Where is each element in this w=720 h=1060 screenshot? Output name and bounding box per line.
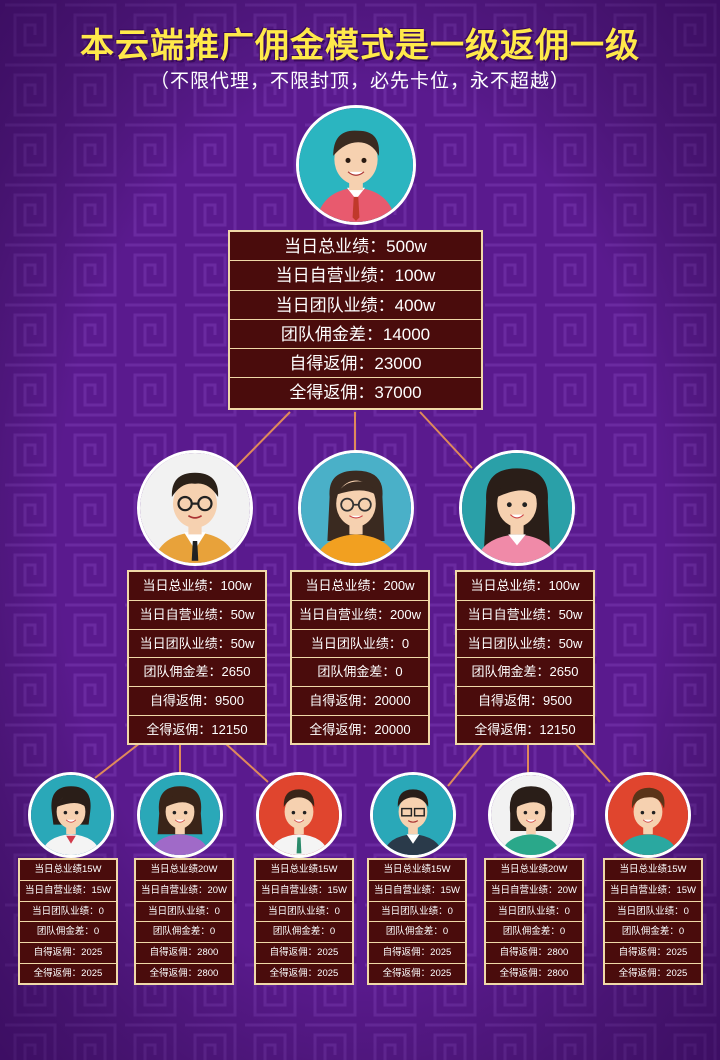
b4-team-commission-diff: 团队佣金差：0 (369, 922, 465, 944)
b4-self-performance: 当日自营业绩：15W (369, 881, 465, 902)
top-team-performance: 当日团队业绩：400w (230, 291, 481, 320)
woman-green-avatar (488, 772, 574, 858)
page-title: 本云端推广佣金模式是一级返佣一级 (80, 27, 640, 65)
connector-top-right (419, 411, 473, 469)
middle-stats-box-2: 当日总业绩：200w 当日自营业绩：200w 当日团队业绩：0 团队佣金差：0 … (290, 570, 430, 745)
b4-total-rebate: 全得返佣：2025 (382, 967, 452, 979)
middle-stats-box-3: 当日总业绩：100w 当日自营业绩：50w 当日团队业绩：50w 团队佣金差：2… (455, 570, 595, 745)
b6-self-rebate: 自得返佣：2025 (605, 943, 701, 964)
b6-total-performance: 当日总业绩15W (605, 860, 701, 881)
b6-total-rebate: 全得返佣：2025 (618, 967, 688, 979)
m1-self-performance: 当日自营业绩：50w (129, 601, 265, 630)
man-with-glasses-avatar (137, 450, 253, 566)
b5-self-rebate: 自得返佣：2800 (486, 943, 582, 964)
bottom-stats-box-2: 当日总业绩20W 当日自营业绩：20W 当日团队业绩：0 团队佣金差：0 自得返… (134, 858, 234, 985)
b1-self-performance: 当日自营业绩：15W (20, 881, 116, 902)
middle-stats-box-1: 当日总业绩：100w 当日自营业绩：50w 当日团队业绩：50w 团队佣金差：2… (127, 570, 267, 745)
b6-team-performance: 当日团队业绩：0 (605, 902, 701, 923)
b2-total-performance: 当日总业绩20W (136, 860, 232, 881)
m3-team-performance: 当日团队业绩：50w (457, 630, 593, 659)
m2-team-commission-diff: 团队佣金差：0 (292, 658, 428, 688)
b5-total-rebate: 全得返佣：2800 (499, 967, 569, 979)
b3-self-rebate: 自得返佣：2025 (256, 943, 352, 964)
top-total-rebate: 全得返佣：37000 (289, 383, 422, 403)
b3-team-commission-diff: 团队佣金差：0 (256, 922, 352, 944)
m2-self-rebate: 自得返佣：20000 (292, 687, 428, 716)
b6-team-commission-diff: 团队佣金差：0 (605, 922, 701, 944)
bottom-stats-box-1: 当日总业绩15W 当日自营业绩：15W 当日团队业绩：0 团队佣金差：0 自得返… (18, 858, 118, 985)
b1-team-commission-diff: 团队佣金差：0 (20, 922, 116, 944)
m2-team-performance: 当日团队业绩：0 (292, 630, 428, 659)
page-subtitle: （不限代理，不限封顶，必先卡位，永不超越） (149, 71, 570, 92)
bottom-stats-box-6: 当日总业绩15W 当日自营业绩：15W 当日团队业绩：0 团队佣金差：0 自得返… (603, 858, 703, 985)
b2-self-rebate: 自得返佣：2800 (136, 943, 232, 964)
connector-top-left (234, 411, 291, 469)
m3-total-rebate: 全得返佣：12150 (474, 721, 576, 737)
m1-team-commission-diff: 团队佣金差：2650 (129, 658, 265, 688)
connector-right-1 (447, 742, 484, 787)
b5-team-commission-diff: 团队佣金差：0 (486, 922, 582, 944)
man-red-background-avatar (256, 772, 342, 858)
b3-self-performance: 当日自营业绩：15W (256, 881, 352, 902)
b1-total-rebate: 全得返佣：2025 (33, 967, 103, 979)
m1-self-rebate: 自得返佣：9500 (129, 687, 265, 716)
boy-red-background-avatar (605, 772, 691, 858)
woman-purple-avatar (137, 772, 223, 858)
woman-with-glasses-avatar (298, 450, 414, 566)
b4-team-performance: 当日团队业绩：0 (369, 902, 465, 923)
woman-short-hair-avatar (28, 772, 114, 858)
top-team-commission-diff: 团队佣金差：14000 (230, 320, 481, 350)
b2-self-performance: 当日自营业绩：20W (136, 881, 232, 902)
bottom-stats-box-3: 当日总业绩15W 当日自营业绩：15W 当日团队业绩：0 团队佣金差：0 自得返… (254, 858, 354, 985)
m3-total-performance: 当日总业绩：100w (457, 572, 593, 601)
b5-total-performance: 当日总业绩20W (486, 860, 582, 881)
m3-self-rebate: 自得返佣：9500 (457, 687, 593, 716)
man-with-red-tie-avatar (296, 105, 416, 225)
m3-self-performance: 当日自营业绩：50w (457, 601, 593, 630)
m2-total-rebate: 全得返佣：20000 (309, 721, 411, 737)
b4-self-rebate: 自得返佣：2025 (369, 943, 465, 964)
connector-left-1 (94, 742, 141, 779)
man-glasses-teal-avatar (370, 772, 456, 858)
b2-team-performance: 当日团队业绩：0 (136, 902, 232, 923)
b5-self-performance: 当日自营业绩：20W (486, 881, 582, 902)
top-self-performance: 当日自营业绩：100w (230, 261, 481, 291)
b1-total-performance: 当日总业绩15W (20, 860, 116, 881)
top-self-rebate: 自得返佣：23000 (230, 349, 481, 379)
b3-total-performance: 当日总业绩15W (256, 860, 352, 881)
b6-self-performance: 当日自营业绩：15W (605, 881, 701, 902)
m3-team-commission-diff: 团队佣金差：2650 (457, 658, 593, 688)
b2-total-rebate: 全得返佣：2800 (149, 967, 219, 979)
connector-left-3 (224, 742, 269, 783)
connector-right-3 (574, 742, 611, 783)
b2-team-commission-diff: 团队佣金差：0 (136, 922, 232, 944)
m1-team-performance: 当日团队业绩：50w (129, 630, 265, 659)
top-total-performance: 当日总业绩：500w (230, 232, 481, 262)
top-stats-box: 当日总业绩：500w 当日自营业绩：100w 当日团队业绩：400w 团队佣金差… (228, 230, 483, 410)
b3-team-performance: 当日团队业绩：0 (256, 902, 352, 923)
woman-long-hair-avatar (459, 450, 575, 566)
m1-total-rebate: 全得返佣：12150 (146, 721, 248, 737)
m1-total-performance: 当日总业绩：100w (129, 572, 265, 601)
b5-team-performance: 当日团队业绩：0 (486, 902, 582, 923)
bottom-stats-box-4: 当日总业绩15W 当日自营业绩：15W 当日团队业绩：0 团队佣金差：0 自得返… (367, 858, 467, 985)
m2-total-performance: 当日总业绩：200w (292, 572, 428, 601)
b1-team-performance: 当日团队业绩：0 (20, 902, 116, 923)
bottom-stats-box-5: 当日总业绩20W 当日自营业绩：20W 当日团队业绩：0 团队佣金差：0 自得返… (484, 858, 584, 985)
b3-total-rebate: 全得返佣：2025 (269, 967, 339, 979)
m2-self-performance: 当日自营业绩：200w (292, 601, 428, 630)
b4-total-performance: 当日总业绩15W (369, 860, 465, 881)
b1-self-rebate: 自得返佣：2025 (20, 943, 116, 964)
